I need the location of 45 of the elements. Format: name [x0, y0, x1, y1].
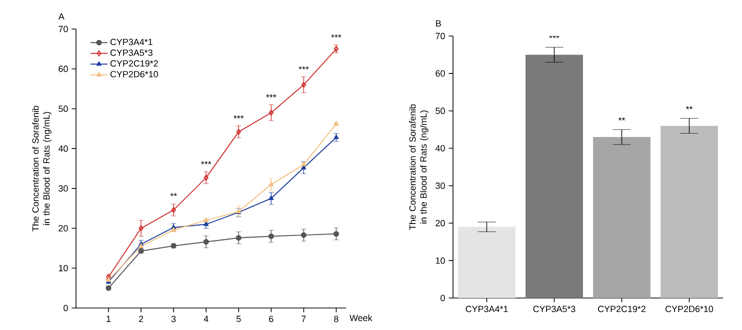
annotation: **	[170, 193, 177, 196]
y-tick-label: 30	[436, 182, 445, 189]
y-tick-label: 60	[436, 70, 445, 77]
y-tick-label: 60	[58, 66, 68, 72]
y-tick-label: 10	[436, 257, 445, 264]
x-tick-label: CYP3A4*1	[466, 306, 508, 312]
annotation: **	[686, 106, 693, 110]
legend-label: CYP2C19*2	[110, 60, 158, 67]
x-tick-label: CYP3A5*3	[533, 306, 576, 312]
legend-label: CYP2D6*10	[110, 70, 158, 78]
x-tick-label: 8	[334, 316, 338, 322]
y-tick-label: 40	[435, 145, 445, 152]
y-tick-label: 50	[58, 106, 68, 112]
x-tick-label: 7	[302, 316, 306, 322]
x-tick-label: 5	[236, 316, 241, 322]
annotation: ***	[266, 94, 276, 98]
y-tick-label: 70	[58, 26, 68, 32]
y-tick-label: 20	[58, 225, 68, 232]
x-tick-label: 6	[269, 316, 274, 322]
x-tick-label: CYP2C19*2	[598, 306, 646, 312]
chart-title: B	[436, 20, 441, 26]
x-tick-label: 1	[106, 316, 111, 322]
y-axis-title: The Concentration of Sorafenib in the Blood of Rats (ng/mL)	[409, 104, 428, 230]
x-tick-label: 3	[171, 316, 176, 322]
x-tick-label: CYP2D6*10	[666, 306, 714, 312]
annotation: ***	[331, 34, 342, 38]
annotation: ***	[234, 115, 244, 118]
x-axis-title: Week	[350, 314, 372, 322]
y-tick-label: 30	[58, 185, 68, 192]
y-tick-label: 0	[440, 294, 445, 302]
legend-label: CYP3A4*1	[110, 38, 152, 46]
annotation: ***	[201, 161, 212, 164]
y-tick-label: 40	[58, 145, 68, 152]
y-tick-label: 50	[436, 108, 445, 114]
y-axis-title: The Concentration of Sorafenib in the Blood of Rats (ng/mL)	[32, 106, 52, 232]
annotation: ***	[298, 66, 309, 70]
y-tick-label: 20	[436, 220, 445, 226]
chart-title: A	[58, 13, 64, 20]
y-tick-label: 70	[436, 32, 445, 40]
x-tick-label: 4	[204, 316, 208, 322]
legend-label: CYP3A5*3	[110, 50, 152, 56]
annotation: **	[618, 117, 626, 120]
y-tick-label: 10	[58, 264, 68, 272]
x-tick-label: 2	[139, 316, 144, 322]
y-tick-label: 0	[64, 304, 68, 312]
